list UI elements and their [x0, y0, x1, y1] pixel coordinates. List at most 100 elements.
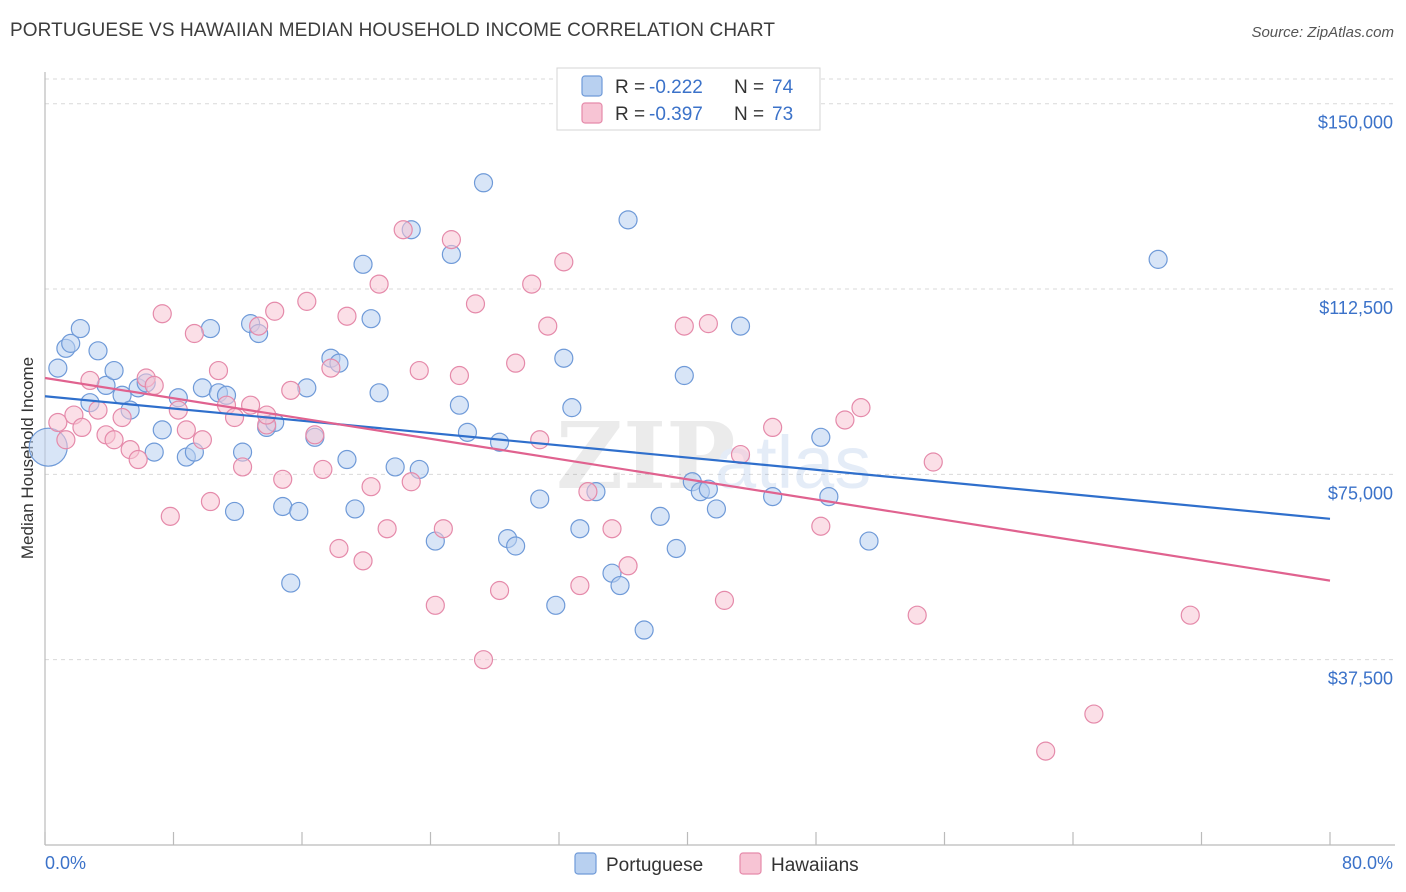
- bottom-legend-swatch-hawaiians: [739, 852, 762, 875]
- portuguese-point: [61, 333, 81, 353]
- hawaiians-point: [128, 449, 148, 470]
- hawaiians-point: [88, 400, 108, 420]
- hawaiians-point: [249, 316, 269, 336]
- hawaiians-point: [257, 405, 277, 425]
- hawaiians-point: [907, 605, 927, 625]
- hawaiians-point: [200, 491, 221, 512]
- portuguese-point: [730, 316, 751, 336]
- hawaiians-point: [112, 407, 132, 428]
- y-axis-label: Median Household Income: [18, 357, 37, 559]
- hawaiians-point: [281, 380, 301, 400]
- hawaiians-point: [337, 306, 357, 326]
- x-tick-label-max: 80.0%: [1342, 853, 1393, 873]
- portuguese-point: [48, 358, 68, 378]
- hawaiians-point: [192, 430, 213, 450]
- hawaiians-point: [160, 506, 180, 526]
- portuguese-point: [152, 420, 172, 440]
- portuguese-point: [666, 538, 686, 559]
- hawaiians-point: [329, 538, 349, 559]
- hawaiians-point: [144, 375, 164, 395]
- hawaiians-point: [313, 459, 333, 480]
- portuguese-point: [618, 210, 638, 230]
- portuguese-point: [449, 395, 470, 415]
- portuguese-point: [281, 573, 301, 593]
- portuguese-point: [570, 519, 590, 539]
- legend-n-label-portuguese: N =: [734, 77, 764, 98]
- hawaiians-points: [48, 220, 1200, 761]
- hawaiians-point: [72, 417, 92, 438]
- portuguese-point: [369, 383, 389, 403]
- hawaiians-point: [522, 274, 542, 294]
- grid-lines: [45, 78, 1395, 661]
- hawaiians-point: [763, 417, 783, 438]
- hawaiians-point: [923, 452, 943, 472]
- y-tick-label: $37,500: [1328, 669, 1393, 689]
- hawaiians-point: [570, 575, 590, 596]
- portuguese-point: [530, 489, 550, 509]
- hawaiians-point: [730, 444, 751, 465]
- hawaiians-point: [449, 365, 470, 386]
- hawaiians-point: [321, 358, 341, 378]
- legend-swatch-hawaiians: [581, 102, 603, 124]
- portuguese-point: [200, 318, 221, 339]
- hawaiians-point: [441, 230, 461, 250]
- x-tick-label-min: 0.0%: [45, 853, 86, 873]
- hawaiians-point: [1180, 605, 1200, 625]
- bottom-legend: Portuguese Hawaiians: [574, 852, 859, 876]
- hawaiians-point: [265, 301, 285, 321]
- portuguese-point: [650, 506, 670, 526]
- hawaiians-point: [1084, 704, 1104, 724]
- hawaiians-point: [465, 294, 486, 314]
- legend-swatch-portuguese: [581, 75, 603, 97]
- hawaiians-point: [714, 590, 735, 610]
- hawaiians-point: [618, 556, 638, 576]
- hawaiians-point: [232, 457, 253, 477]
- hawaiians-point: [433, 519, 453, 539]
- hawaiians-point: [152, 304, 172, 324]
- legend-r-value-hawaiians: -0.397: [649, 104, 703, 125]
- portuguese-point: [706, 499, 727, 519]
- hawaiians-point: [297, 291, 317, 311]
- portuguese-point: [473, 173, 494, 193]
- portuguese-point: [610, 575, 630, 596]
- hawaiians-point: [361, 477, 381, 497]
- hawaiians-point: [353, 551, 373, 571]
- hawaiians-point: [530, 430, 550, 450]
- bottom-legend-label-hawaiians: Hawaiians: [771, 855, 859, 876]
- chart-title: PORTUGUESE VS HAWAIIAN MEDIAN HOUSEHOLD …: [10, 20, 776, 41]
- legend-n-value-portuguese: 74: [772, 77, 794, 98]
- portuguese-point: [554, 348, 574, 368]
- hawaiians-point: [273, 469, 293, 489]
- portuguese-point: [104, 360, 124, 381]
- y-tick-label: $150,000: [1318, 113, 1393, 133]
- portuguese-trend-line: [44, 395, 1331, 520]
- y-axis-tick-labels: $37,500 $75,000 $112,500 $150,000: [1318, 113, 1393, 689]
- portuguese-point: [88, 341, 108, 361]
- bottom-legend-label-portuguese: Portuguese: [606, 855, 703, 876]
- legend-r-label-portuguese: R =: [615, 77, 645, 98]
- x-axis-ticks: [44, 832, 1331, 845]
- legend-n-value-hawaiians: 73: [772, 104, 793, 125]
- hawaiians-point: [473, 650, 494, 670]
- portuguese-point: [859, 531, 879, 551]
- legend-r-value-portuguese: -0.222: [649, 77, 703, 98]
- hawaiians-trend-line: [44, 376, 1331, 582]
- hawaiians-point: [538, 316, 558, 336]
- trend-lines: [44, 376, 1331, 582]
- hawaiians-point: [1036, 741, 1056, 761]
- portuguese-point: [1148, 249, 1168, 269]
- portuguese-point: [273, 496, 293, 517]
- hawaiians-point: [489, 580, 510, 601]
- portuguese-point: [192, 378, 213, 398]
- portuguese-point: [289, 501, 309, 522]
- bottom-legend-swatch-portuguese: [574, 852, 597, 875]
- hawaiians-point: [377, 519, 397, 539]
- hawaiians-point: [176, 420, 196, 440]
- hawaiians-point: [425, 595, 445, 615]
- hawaiians-point: [401, 472, 421, 492]
- portuguese-point: [634, 620, 654, 640]
- portuguese-point: [361, 309, 381, 329]
- portuguese-point: [562, 398, 582, 418]
- portuguese-point: [297, 378, 317, 398]
- hawaiians-point: [208, 360, 229, 381]
